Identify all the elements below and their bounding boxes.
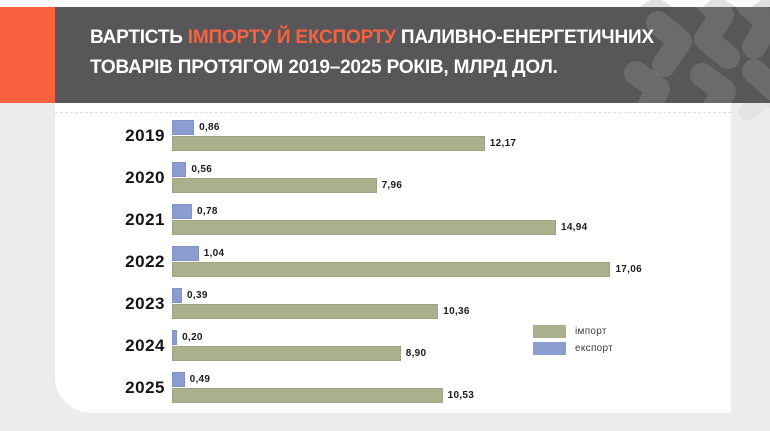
legend-label-export: експорт xyxy=(575,343,614,354)
title-highlight: ІМПОРТУ Й ЕКСПОРТУ xyxy=(187,27,396,48)
logo-pattern-icon xyxy=(624,7,770,103)
legend-swatch-import xyxy=(533,325,566,338)
import-bar-line: 17,06 xyxy=(172,262,731,277)
chart-card: 2019 0,86 12,17 2020 0,56 7,96 2021 0,78 14,94 20… xyxy=(55,103,731,413)
bar-group: 0,39 10,36 xyxy=(172,288,731,319)
import-value-label: 10,53 xyxy=(447,390,475,401)
chart-rows: 2019 0,86 12,17 2020 0,56 7,96 2021 0,78 14,94 20… xyxy=(55,120,731,403)
import-value-label: 12,17 xyxy=(489,138,517,149)
import-bar xyxy=(172,304,439,319)
year-label: 2020 xyxy=(125,168,165,187)
import-bar-line: 10,36 xyxy=(172,304,731,319)
import-bar-line: 7,96 xyxy=(172,178,731,193)
export-bar xyxy=(172,246,199,261)
year-label: 2023 xyxy=(125,294,165,313)
chart-row: 2023 0,39 10,36 xyxy=(55,288,731,319)
bar-group: 0,20 8,90 xyxy=(172,330,731,361)
import-bar xyxy=(172,178,377,193)
bar-group: 0,49 10,53 xyxy=(172,372,731,403)
export-bar-line: 0,39 xyxy=(172,288,731,303)
legend-item-export: експорт xyxy=(533,342,613,355)
page-top-strip xyxy=(0,0,770,7)
import-bar xyxy=(172,136,485,151)
year-label: 2024 xyxy=(125,336,165,355)
bar-group: 1,04 17,06 xyxy=(172,246,731,277)
import-bar-line: 8,90 xyxy=(172,346,731,361)
year-label: 2025 xyxy=(125,378,165,397)
import-value-label: 14,94 xyxy=(560,222,588,233)
export-bar xyxy=(172,288,183,303)
chart-row: 2019 0,86 12,17 xyxy=(55,120,731,151)
header-bar: ВАРТІСТЬ ІМПОРТУ Й ЕКСПОРТУ ПАЛИВНО-ЕНЕР… xyxy=(55,7,770,103)
import-value-label: 10,36 xyxy=(443,306,470,317)
import-bar-line: 10,53 xyxy=(172,388,731,403)
export-value-label: 0,56 xyxy=(191,164,213,175)
bar-group: 0,78 14,94 xyxy=(172,204,731,235)
export-bar-line: 0,20 xyxy=(172,330,731,345)
title-part2: ПАЛИВНО-ЕНЕРГЕТИЧНИХ ТОВАРІВ ПРОТЯГОМ 20… xyxy=(90,27,654,78)
chart-row: 2021 0,78 14,94 xyxy=(55,204,731,235)
export-bar xyxy=(172,330,178,345)
legend-label-import: імпорт xyxy=(575,326,607,337)
year-label: 2021 xyxy=(125,210,165,229)
export-bar-line: 0,86 xyxy=(172,120,731,135)
export-bar-line: 0,56 xyxy=(172,162,731,177)
year-label: 2022 xyxy=(125,252,165,271)
year-label: 2019 xyxy=(125,126,165,145)
legend-item-import: імпорт xyxy=(533,325,613,338)
bar-group: 0,86 12,17 xyxy=(172,120,731,151)
chart-row: 2024 0,20 8,90 xyxy=(55,330,731,361)
title-part1: ВАРТІСТЬ xyxy=(90,27,188,48)
export-bar xyxy=(172,372,185,387)
export-value-label: 0,20 xyxy=(182,332,203,343)
export-value-label: 1,04 xyxy=(203,248,225,259)
export-bar xyxy=(172,120,195,135)
import-bar xyxy=(172,262,611,277)
export-bar-line: 1,04 xyxy=(172,246,731,261)
import-bar xyxy=(172,346,401,361)
export-value-label: 0,78 xyxy=(197,206,218,217)
import-bar xyxy=(172,388,443,403)
chart-title: ВАРТІСТЬ ІМПОРТУ Й ЕКСПОРТУ ПАЛИВНО-ЕНЕР… xyxy=(90,23,730,83)
export-bar-line: 0,49 xyxy=(172,372,731,387)
chart-row: 2022 1,04 17,06 xyxy=(55,246,731,277)
legend-swatch-export xyxy=(533,342,566,355)
export-bar xyxy=(172,204,193,219)
chart-top-gridline xyxy=(55,112,731,113)
import-bar-line: 14,94 xyxy=(172,220,731,235)
chart-row: 2025 0,49 10,53 xyxy=(55,372,731,403)
export-value-label: 0,39 xyxy=(187,290,208,301)
legend: імпорт експорт xyxy=(533,325,613,359)
import-value-label: 8,90 xyxy=(405,348,427,359)
export-value-label: 0,86 xyxy=(199,122,220,133)
chart-row: 2020 0,56 7,96 xyxy=(55,162,731,193)
export-bar-line: 0,78 xyxy=(172,204,731,219)
import-bar xyxy=(172,220,556,235)
export-bar xyxy=(172,162,187,177)
export-value-label: 0,49 xyxy=(189,374,211,385)
import-bar-line: 12,17 xyxy=(172,136,731,151)
import-value-label: 7,96 xyxy=(381,180,403,191)
accent-block xyxy=(0,7,55,103)
bar-group: 0,56 7,96 xyxy=(172,162,731,193)
import-value-label: 17,06 xyxy=(615,264,642,275)
